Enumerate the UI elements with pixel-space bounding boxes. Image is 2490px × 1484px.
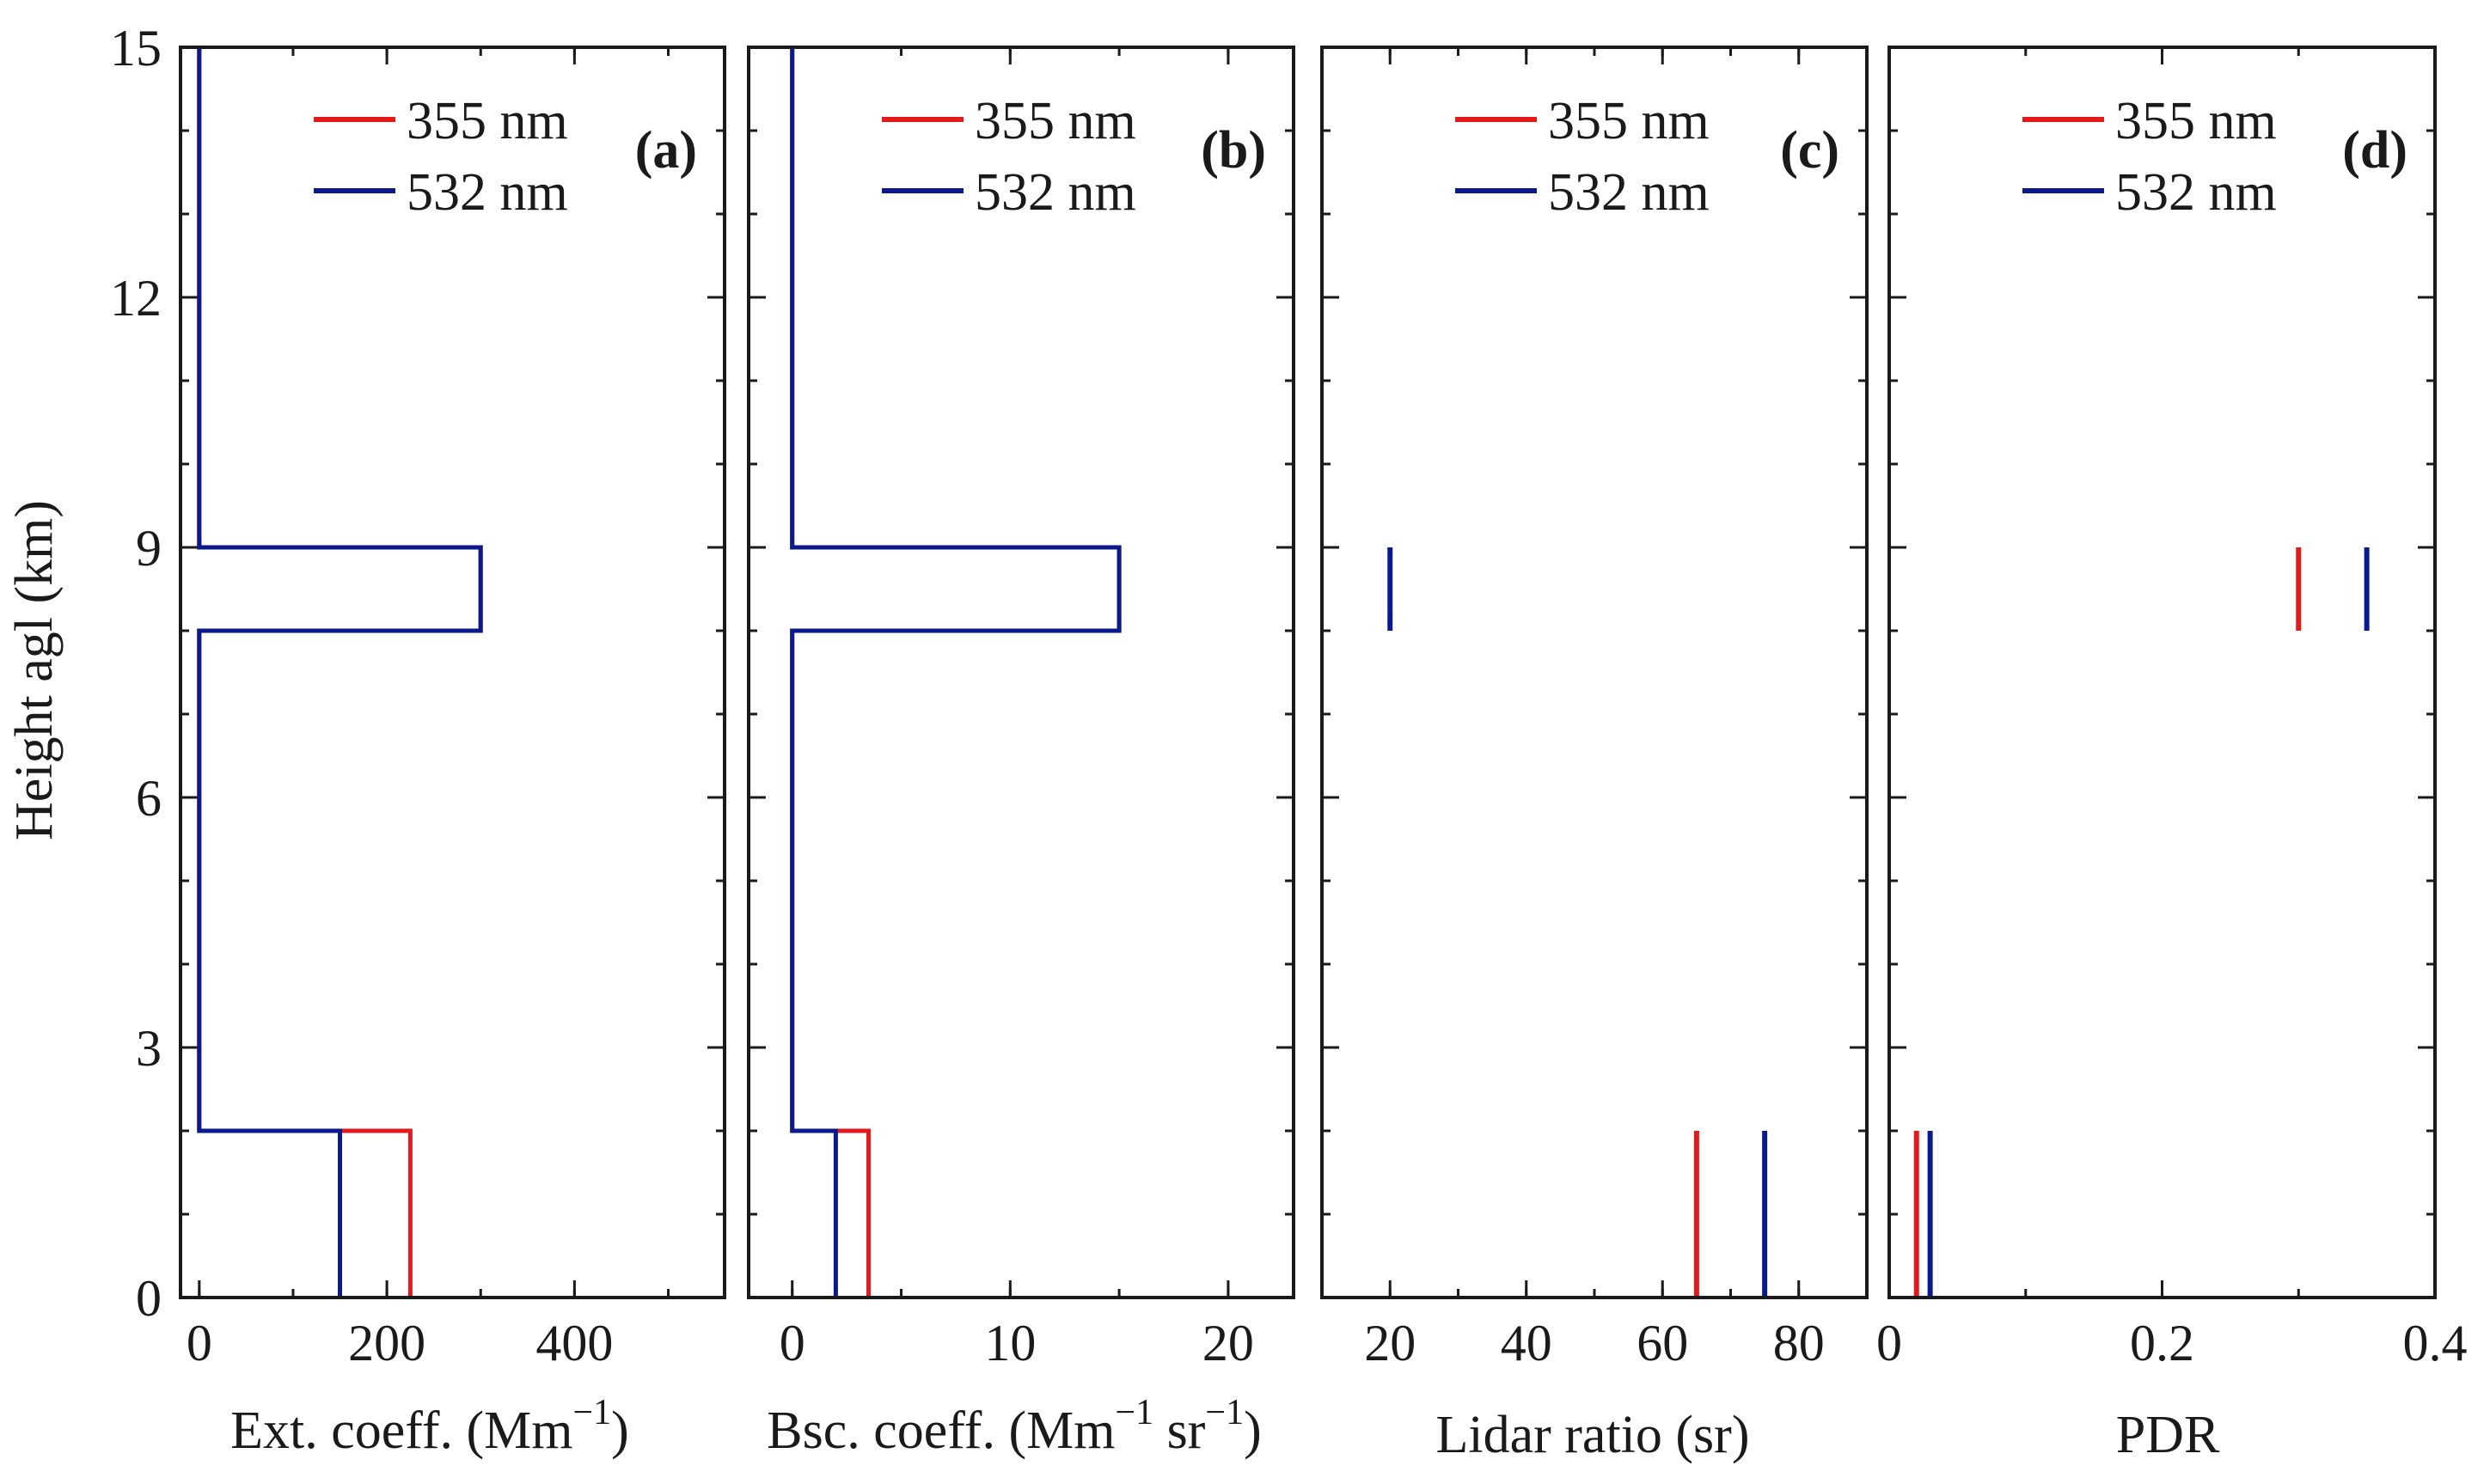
x-axis-label-d: PDR: [2116, 1406, 2220, 1464]
xtick-label-a-1: 200: [348, 1315, 425, 1371]
panel-d-pdr: 0 0.2 0.4 355 nm 532 nm (d): [1876, 46, 2468, 1371]
x-axis-label-b: Bsc. coeff. (Mm−1 sr−1): [767, 1393, 1262, 1460]
plot-frame-b: [747, 46, 1295, 1299]
xtick-label-c-2: 60: [1637, 1315, 1688, 1371]
panel-tag-b: (b): [1201, 121, 1266, 180]
x-axis-label-c: Lidar ratio (sr): [1436, 1406, 1750, 1464]
legend-label-d-0: 355 nm: [2115, 92, 2277, 150]
panel-c-lidar-ratio: 20 40 60 80 355 nm 532 nm (c): [1320, 46, 1869, 1371]
legend-label-b-0: 355 nm: [975, 92, 1136, 150]
legend-label-c-0: 355 nm: [1548, 92, 1710, 150]
xtick-label-d-1: 0.2: [2130, 1315, 2194, 1371]
legend-label-b-1: 532 nm: [975, 163, 1136, 222]
xtick-label-a-0: 0: [187, 1315, 212, 1371]
series-532-nm-b: [790, 47, 1122, 1298]
xtick-label-c-1: 40: [1501, 1315, 1552, 1371]
ytick-label-5: 15: [110, 20, 162, 76]
series-532-nm-a: [197, 47, 483, 1298]
panel-b-backscatter: 0 10 20 355 nm 532 nm (b): [747, 46, 1295, 1371]
ytick-label-0: 0: [136, 1270, 162, 1327]
y-axis-label: Height agl (km): [5, 500, 64, 840]
legend-label-a-0: 355 nm: [407, 92, 568, 150]
xtick-label-d-0: 0: [1876, 1315, 1902, 1371]
xtick-label-a-2: 400: [535, 1315, 613, 1371]
plot-frame-d: [1887, 46, 2437, 1299]
legend-label-d-1: 532 nm: [2115, 163, 2277, 222]
xtick-label-c-0: 20: [1364, 1315, 1416, 1371]
panel-tag-c: (c): [1780, 121, 1839, 180]
xtick-label-b-2: 20: [1202, 1315, 1254, 1371]
xtick-label-d-2: 0.4: [2403, 1315, 2468, 1371]
ytick-label-1: 3: [136, 1020, 162, 1077]
xtick-label-c-3: 80: [1773, 1315, 1825, 1371]
x-axis-label-a: Ext. coeff. (Mm−1): [230, 1393, 629, 1460]
ytick-label-3: 9: [136, 520, 162, 577]
panel-tag-a: (a): [635, 121, 697, 180]
ytick-label-4: 12: [110, 270, 162, 327]
legend-label-a-1: 532 nm: [407, 163, 568, 222]
plot-frame-a: [179, 46, 726, 1299]
ytick-label-2: 6: [136, 770, 162, 827]
xtick-label-b-0: 0: [780, 1315, 805, 1371]
panel-tag-d: (d): [2342, 121, 2407, 180]
legend-label-c-1: 532 nm: [1548, 163, 1710, 222]
xtick-label-b-1: 10: [984, 1315, 1036, 1371]
plot-frame-c: [1320, 46, 1869, 1299]
panel-a-extinction: 0 3 6 9 12 15 0 200 400 355 nm 532 nm (a): [110, 20, 726, 1371]
